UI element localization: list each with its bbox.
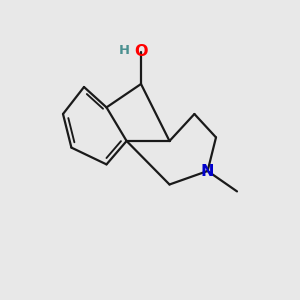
Text: N: N — [201, 164, 214, 178]
Text: O: O — [134, 44, 148, 59]
Text: H: H — [118, 44, 130, 57]
